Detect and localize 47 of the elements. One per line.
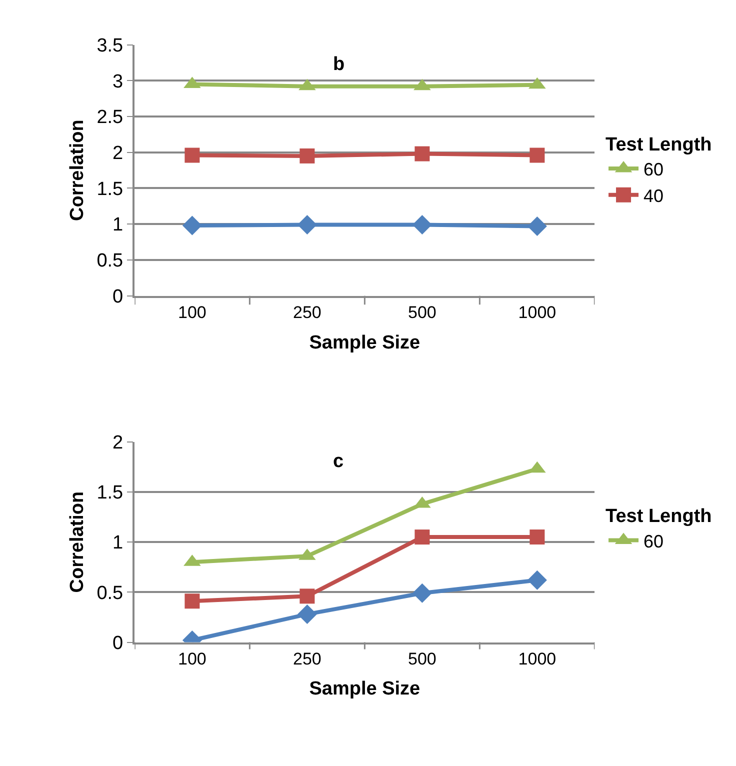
x-axis-title: Sample Size (309, 678, 420, 700)
point (412, 583, 432, 603)
legend-title: Test Length (606, 506, 712, 528)
y-tick-label: 2.5 (96, 107, 124, 128)
x-tick-label: 1000 (518, 649, 556, 668)
x-tick-label: 500 (408, 649, 436, 668)
point (300, 148, 315, 164)
x-tick-label: 100 (178, 302, 206, 322)
y-tick-label: 1.5 (96, 178, 124, 200)
point (530, 148, 545, 163)
legend-label: 40 (644, 186, 664, 206)
legend-label: 60 (644, 531, 664, 552)
y-tick-label: 3.5 (96, 35, 124, 56)
x-axis-title: Sample Size (309, 332, 420, 354)
y-tick-label: 0 (112, 286, 124, 308)
point (527, 216, 547, 236)
y-tick-label: 3 (112, 71, 124, 92)
y-axis-title: Correlation (67, 120, 88, 221)
point (184, 594, 200, 609)
point (182, 216, 202, 236)
point (530, 530, 545, 545)
point (297, 215, 317, 235)
y-tick-label: 2 (112, 432, 124, 454)
text: b (333, 54, 345, 75)
x-tick-label: 500 (408, 302, 436, 322)
y-tick-label: 1.5 (96, 482, 124, 504)
text: c (333, 451, 344, 472)
point (184, 148, 200, 163)
legend-label: 60 (644, 160, 664, 180)
x-tick-label: 250 (293, 649, 322, 668)
x-tick-label: 100 (178, 649, 206, 668)
y-axis-title: Correlation (67, 491, 88, 593)
point (300, 588, 315, 604)
x-tick-label: 250 (293, 302, 322, 322)
y-tick-label: 1 (112, 214, 124, 236)
point (412, 215, 432, 235)
y-tick-label: 0 (112, 632, 124, 654)
y-tick-label: 1 (112, 532, 124, 554)
y-tick-label: 0.5 (96, 250, 124, 272)
y-tick-label: 0.5 (96, 582, 124, 604)
point (414, 530, 430, 545)
legend-title: Test Length (606, 134, 712, 156)
point (414, 146, 430, 162)
y-tick-label: 2 (112, 143, 124, 164)
point (527, 570, 547, 590)
x-tick-label: 1000 (518, 302, 556, 322)
point (297, 604, 317, 624)
